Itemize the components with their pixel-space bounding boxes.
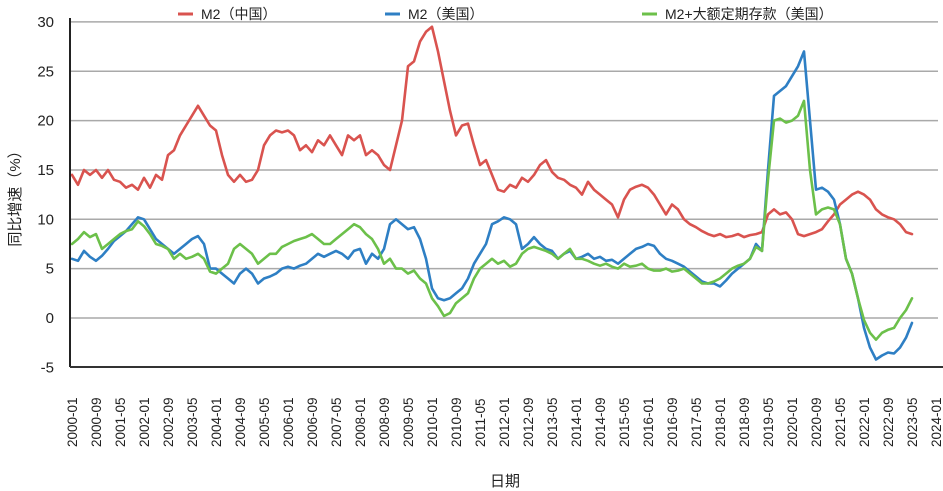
legend-item-us-m2-large-deposits: M2+大额定期存款（美国）	[642, 6, 833, 22]
x-tick-label: 2004-09	[233, 397, 248, 447]
x-tick-label: 2016-01	[641, 397, 656, 447]
x-tick-label: 2023-05	[905, 397, 920, 447]
x-axis-title: 日期	[490, 473, 520, 490]
y-axis-title: 同比增速（%）	[7, 143, 24, 246]
x-tick-label: 2024-01	[929, 397, 943, 447]
gridlines	[70, 21, 938, 319]
x-tick-label: 2012-01	[497, 397, 512, 447]
x-tick-label: 2006-01	[281, 397, 296, 447]
y-tick-label: 10	[37, 211, 54, 228]
series-line-us-m2	[70, 50, 914, 361]
x-tick-label: 2005-05	[257, 397, 272, 447]
y-tick-label: 30	[37, 14, 54, 31]
legend-label: M2+大额定期存款（美国）	[665, 6, 833, 22]
x-tick-label: 2014-09	[593, 397, 608, 447]
y-tick-label: 25	[37, 63, 54, 80]
x-tick-label: 2016-09	[665, 397, 680, 447]
x-tick-label: 2010-01	[425, 397, 440, 447]
legend-item-china-m2: M2（中国）	[178, 6, 276, 22]
x-tick-label: 2015-05	[617, 397, 632, 447]
legend-item-us-m2: M2（美国）	[385, 6, 483, 22]
x-tick-label: 2013-05	[545, 397, 560, 447]
x-tick-label: 2018-01	[713, 397, 728, 447]
x-tick-label: 2020-01	[785, 397, 800, 447]
data-series	[70, 25, 914, 361]
x-tick-label: 2017-05	[689, 397, 704, 447]
x-tick-label: 2003-05	[185, 397, 200, 447]
y-tick-label: 20	[37, 113, 54, 130]
legend: M2（中国） M2（美国） M2+大额定期存款（美国）	[178, 6, 833, 22]
y-tick-label: -5	[41, 359, 54, 376]
x-tick-label: 2006-09	[305, 397, 320, 447]
x-tick-label: 2011-05	[473, 398, 488, 447]
x-tick-label: 2021-05	[833, 397, 848, 447]
x-tick-label: 2004-01	[209, 397, 224, 447]
x-tick-label: 2012-09	[521, 397, 536, 447]
x-tick-label: 2000-09	[89, 397, 104, 447]
x-tick-label: 2007-05	[329, 397, 344, 447]
x-tick-label: 2009-05	[401, 397, 416, 447]
x-tick-label: 2020-09	[809, 397, 824, 447]
y-tick-label: 5	[46, 261, 54, 278]
legend-label: M2（美国）	[408, 6, 483, 22]
x-tick-label: 2022-09	[881, 397, 896, 447]
y-tick-label: 15	[37, 162, 54, 179]
x-tick-label: 2019-05	[761, 397, 776, 447]
x-axis-ticks: 2000-01 2000-09 2001-05 2002-01 2002-09 2003-…	[65, 397, 943, 447]
y-axis-ticks: -5 0 5 10 15 20 25 30	[37, 14, 54, 376]
x-tick-label: 2001-05	[113, 397, 128, 447]
x-tick-label: 2008-09	[377, 397, 392, 447]
x-tick-label: 2018-09	[737, 397, 752, 447]
x-tick-label: 2002-09	[161, 397, 176, 447]
y-tick-label: 0	[46, 310, 54, 327]
x-tick-label: 2000-01	[65, 397, 80, 447]
series-line-china-m2	[70, 25, 914, 239]
x-tick-label: 2002-01	[137, 397, 152, 447]
legend-label: M2（中国）	[201, 6, 276, 22]
x-tick-label: 2022-01	[857, 397, 872, 447]
x-tick-label: 2010-09	[449, 397, 464, 447]
series-line-us-m2-large-deposits	[70, 99, 914, 342]
x-tick-label: 2014-01	[569, 397, 584, 447]
x-tick-label: 2008-01	[353, 397, 368, 447]
